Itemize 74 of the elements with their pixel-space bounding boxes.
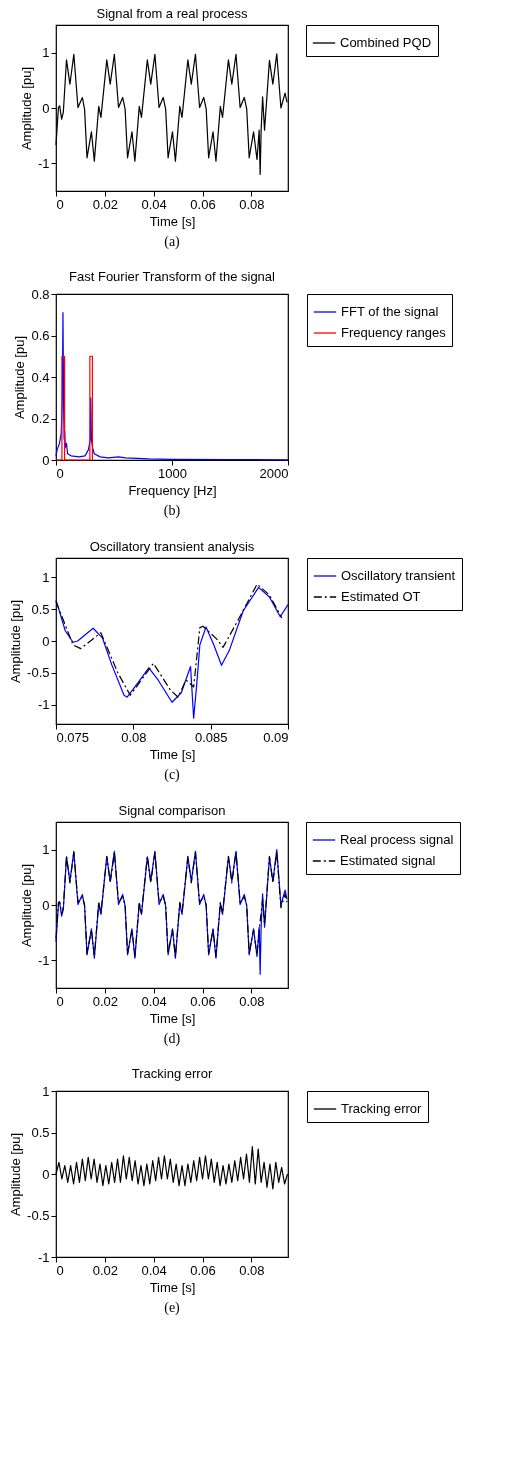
x-axis-title: Time [s] bbox=[149, 746, 196, 762]
y-tick-label: -1 bbox=[37, 697, 50, 713]
y-axis-title: Amplitude [pu] bbox=[18, 863, 34, 948]
x-tick-label: 0.04 bbox=[141, 196, 167, 212]
x-tick-label: 0.08 bbox=[121, 729, 147, 745]
chart-title: Tracking error bbox=[131, 1066, 213, 1081]
x-tick-label: 0.04 bbox=[141, 1262, 167, 1278]
y-tick-label: 0.4 bbox=[31, 369, 50, 385]
x-tick-label: 0.06 bbox=[190, 196, 216, 212]
y-tick-label: 0.8 bbox=[31, 286, 50, 302]
y-tick-label: -1 bbox=[37, 155, 50, 171]
y-tick-label: 0 bbox=[42, 633, 50, 649]
legend-label: Combined PQD bbox=[340, 35, 432, 50]
x-tick-label: 0 bbox=[56, 993, 64, 1009]
text: (d) bbox=[163, 1031, 181, 1047]
x-tick-label: 0.06 bbox=[190, 993, 216, 1009]
y-tick-label: 1 bbox=[42, 1083, 50, 1099]
x-tick-label: 0 bbox=[56, 465, 64, 481]
y-axis-title: Amplitude [pu] bbox=[8, 599, 24, 684]
y-axis-title: Amplitude [pu] bbox=[12, 335, 28, 420]
text: (e) bbox=[164, 1300, 181, 1316]
x-axis-title: Time [s] bbox=[149, 213, 196, 229]
x-tick-label: 0.04 bbox=[141, 993, 167, 1009]
y-tick-label: 1 bbox=[42, 45, 50, 61]
y-tick-label: -1 bbox=[37, 952, 50, 968]
x-tick-label: 0.08 bbox=[239, 993, 265, 1009]
legend-label: Tracking error bbox=[341, 1101, 423, 1116]
x-tick-label: 0 bbox=[56, 1262, 64, 1278]
x-tick-label: 0 bbox=[56, 196, 64, 212]
x-tick-label: 0.08 bbox=[239, 1262, 265, 1278]
x-tick-label: 1000 bbox=[158, 465, 187, 481]
x-tick-label: 0.06 bbox=[190, 1262, 216, 1278]
text: (c) bbox=[164, 767, 181, 783]
x-tick-label: 0.08 bbox=[239, 196, 265, 212]
x-axis-title: Time [s] bbox=[149, 1010, 196, 1026]
y-tick-label: 0.5 bbox=[31, 601, 50, 617]
x-tick-label: 0.085 bbox=[194, 729, 228, 745]
line-series bbox=[55, 312, 289, 461]
y-tick-label: 0.2 bbox=[31, 411, 50, 426]
legend-label: Estimated signal bbox=[340, 853, 436, 868]
x-tick-label: 0.02 bbox=[92, 1262, 118, 1278]
x-tick-label: 0.09 bbox=[263, 729, 289, 745]
y-tick-label: 1 bbox=[42, 842, 50, 858]
chart-title: Oscillatory transient analysis bbox=[89, 538, 255, 554]
y-tick-label: -1 bbox=[37, 1249, 50, 1265]
y-tick-label: 0 bbox=[42, 897, 50, 913]
line-series bbox=[55, 849, 288, 975]
chart-title: Signal from a real process bbox=[96, 5, 248, 21]
x-axis-title: Frequency [Hz] bbox=[128, 482, 217, 498]
legend-label: Frequency ranges bbox=[341, 325, 447, 340]
x-tick-label: 0.075 bbox=[56, 729, 90, 745]
line-series bbox=[55, 586, 289, 719]
y-tick-label: 0 bbox=[42, 1166, 50, 1182]
y-axis-title: Amplitude [pu] bbox=[18, 66, 34, 151]
legend-label: Estimated OT bbox=[341, 589, 421, 604]
legend-label: Real process signal bbox=[340, 832, 454, 847]
legend-label: Oscillatory transient bbox=[341, 568, 456, 583]
y-axis-title: Amplitude [pu] bbox=[8, 1132, 24, 1217]
text: (a) bbox=[164, 234, 181, 250]
chart-title: Fast Fourier Transform of the signal bbox=[69, 269, 276, 284]
x-axis-title: Time [s] bbox=[149, 1279, 196, 1295]
legend-label: FFT of the signal bbox=[341, 304, 439, 319]
x-tick-label: 0.02 bbox=[92, 196, 118, 212]
x-tick-label: 0.02 bbox=[92, 993, 118, 1009]
y-tick-label: -0.5 bbox=[27, 665, 50, 681]
x-tick-label: 2000 bbox=[259, 465, 289, 481]
text: (b) bbox=[163, 503, 181, 519]
y-tick-label: -0.5 bbox=[27, 1208, 50, 1223]
chart-title: Signal comparison bbox=[118, 802, 226, 818]
y-tick-label: 0 bbox=[42, 100, 50, 116]
y-tick-label: 0.5 bbox=[31, 1125, 50, 1140]
y-tick-label: 1 bbox=[42, 569, 50, 585]
y-tick-label: 0.6 bbox=[31, 328, 50, 343]
y-tick-label: 0 bbox=[42, 452, 50, 468]
